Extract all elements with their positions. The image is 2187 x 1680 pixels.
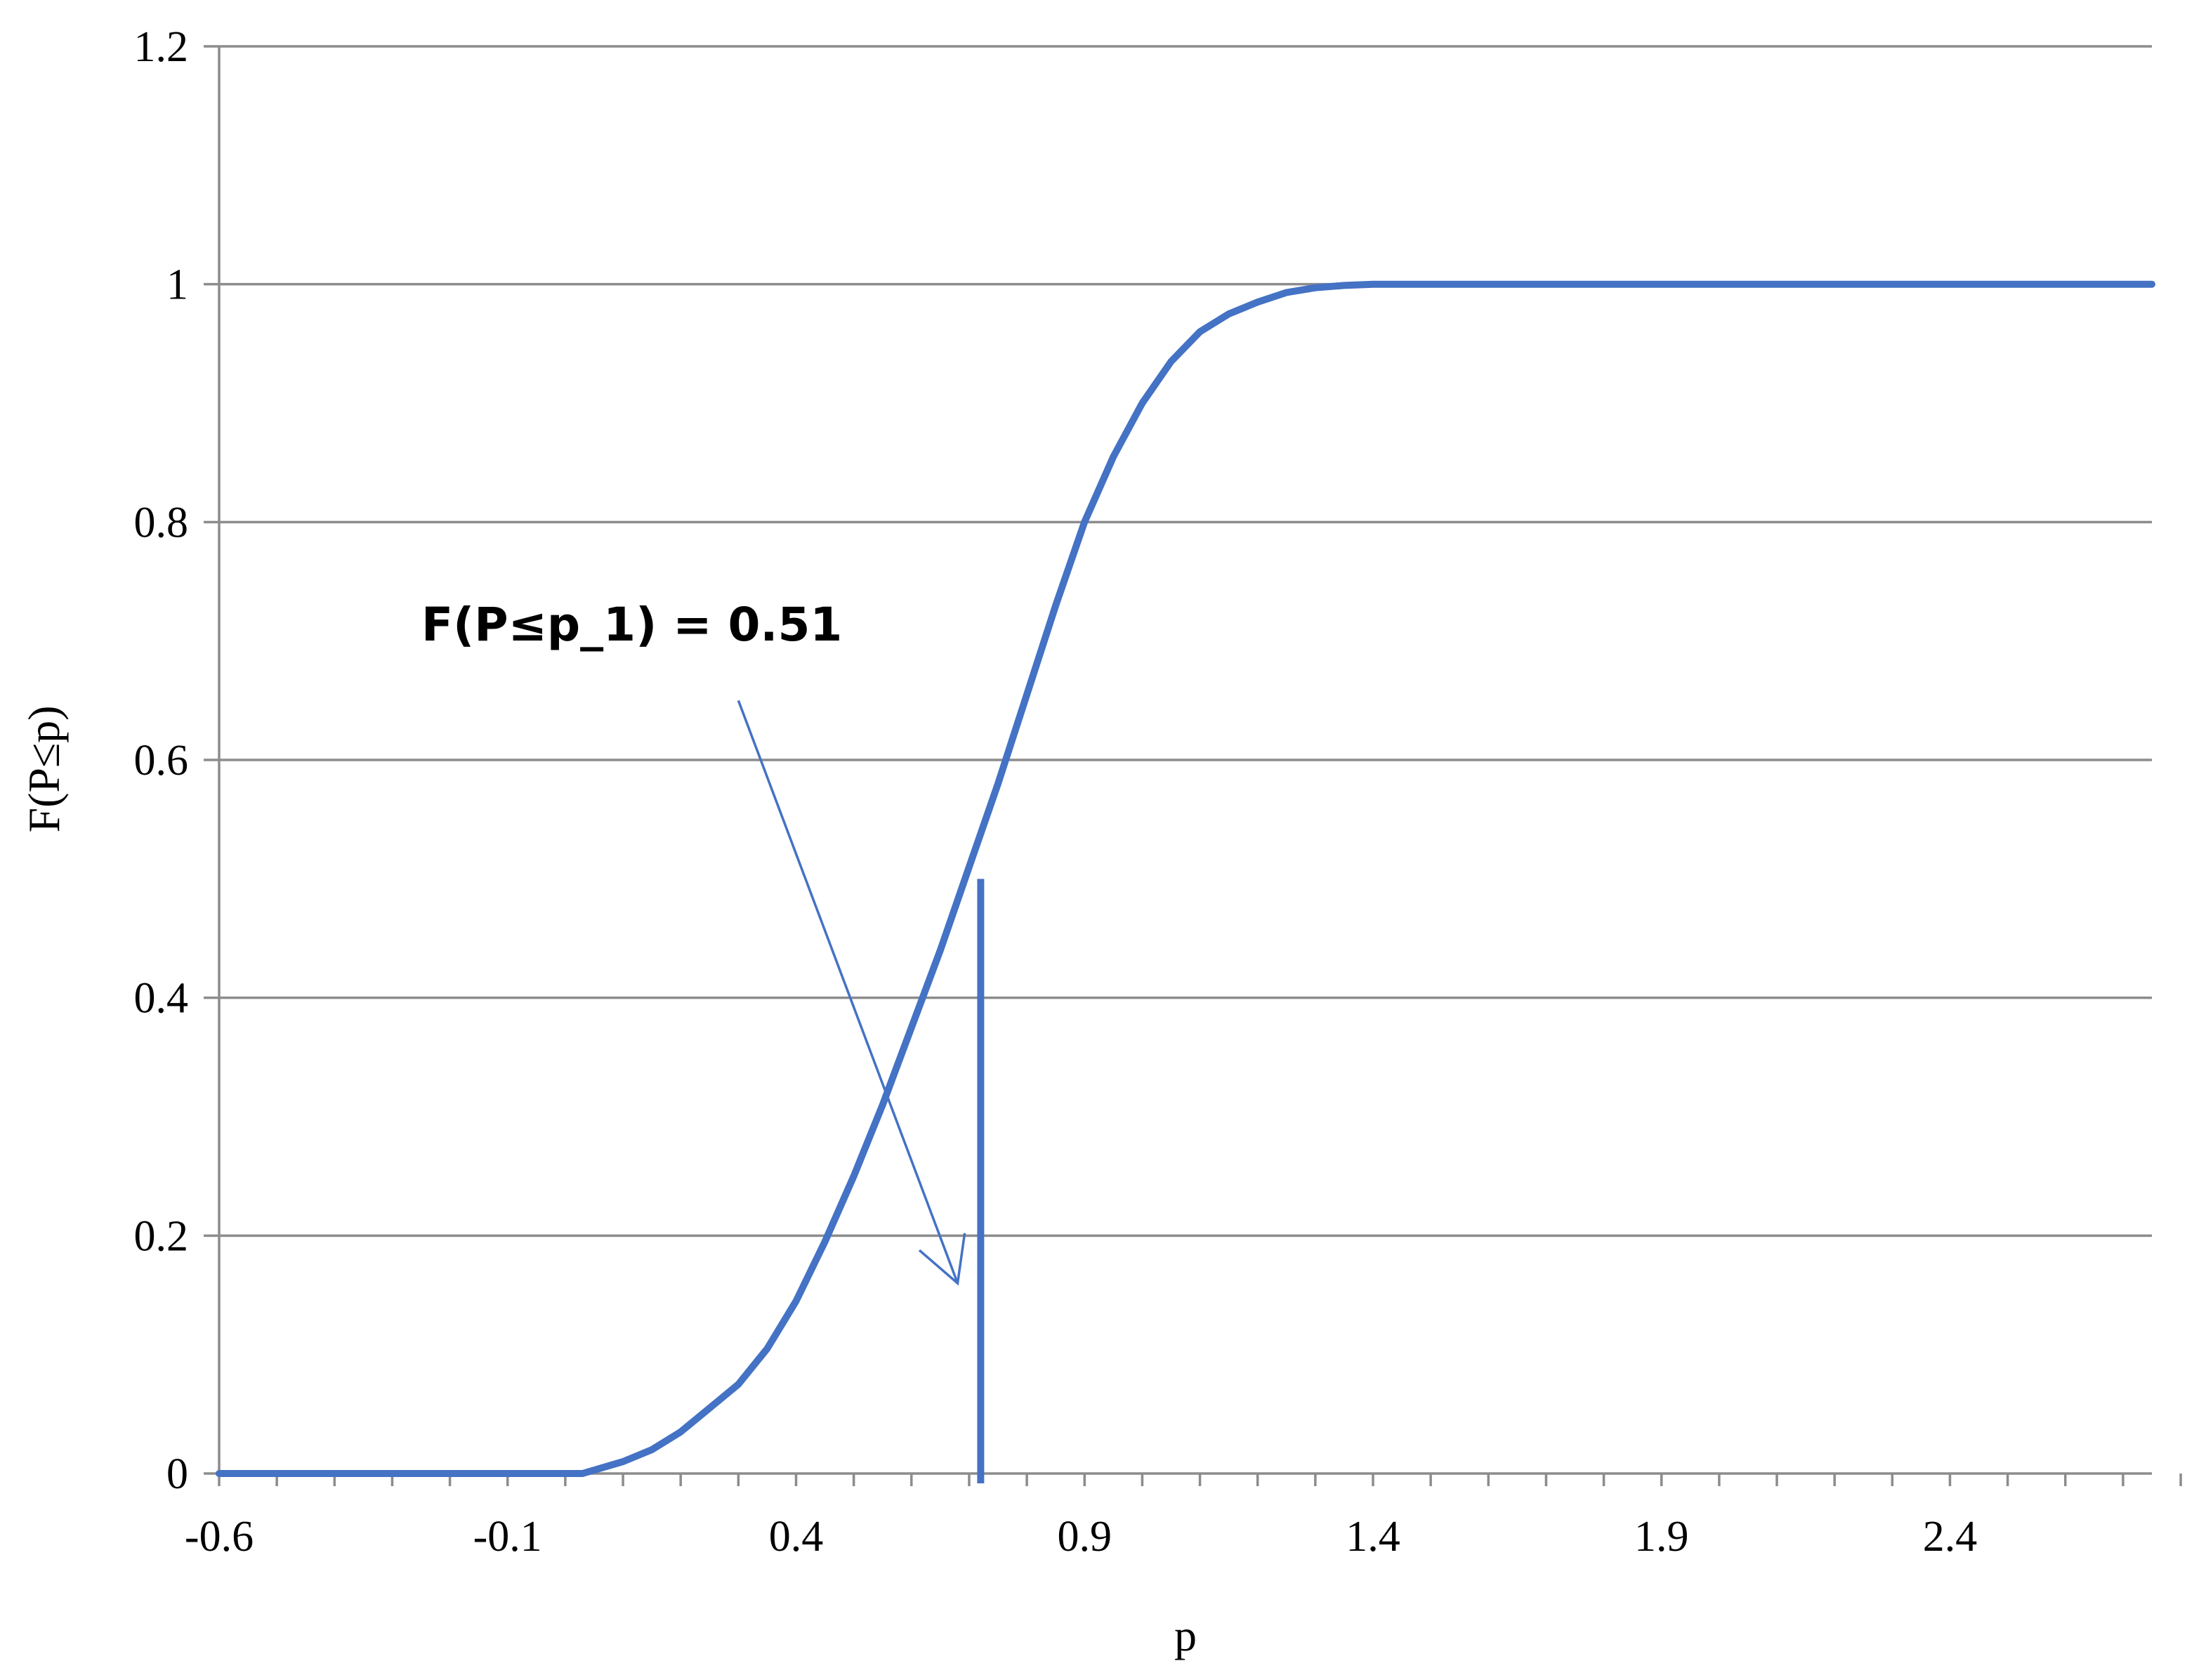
x-tick-label: 0.4 xyxy=(769,1513,824,1561)
cdf-line xyxy=(216,280,2155,1477)
annotation-arrow-line xyxy=(737,700,959,1284)
annotation-layer: F(P≤p_1) = 0.51 xyxy=(421,598,966,1286)
y-tick-label: 1 xyxy=(166,261,188,309)
x-tick-label: -0.1 xyxy=(473,1513,542,1561)
x-tick-label: 2.4 xyxy=(1923,1513,1978,1561)
x-axis-title: p xyxy=(1174,1610,1197,1660)
annotation-label: F(P≤p_1) = 0.51 xyxy=(421,598,842,652)
y-tick-label: 0.6 xyxy=(134,737,189,785)
y-tick-label: 1.2 xyxy=(134,23,189,71)
tick-labels: 0 0.2 0.4 0.6 0.8 1 1.2 -0.6 -0.1 0.4 0.9 1.4 1.9 2.4 xyxy=(134,23,1978,1561)
x-tick-label: 1.9 xyxy=(1634,1513,1689,1561)
x-tick-label: 1.4 xyxy=(1346,1513,1400,1561)
y-tick-label: 0.8 xyxy=(134,499,189,546)
x-tick-label: -0.6 xyxy=(185,1513,254,1561)
x-tick-label: 0.9 xyxy=(1057,1513,1112,1561)
y-tick-label: 0.2 xyxy=(134,1212,189,1260)
series-layer xyxy=(216,280,2155,1483)
annotation-arrow-head xyxy=(918,1233,966,1286)
tick-marks xyxy=(204,45,2182,1486)
y-axis-title: F(P≤p) xyxy=(19,706,69,833)
gridlines xyxy=(219,45,2152,1238)
y-tick-label: 0.4 xyxy=(134,975,189,1023)
y-tick-label: 0 xyxy=(166,1450,188,1498)
